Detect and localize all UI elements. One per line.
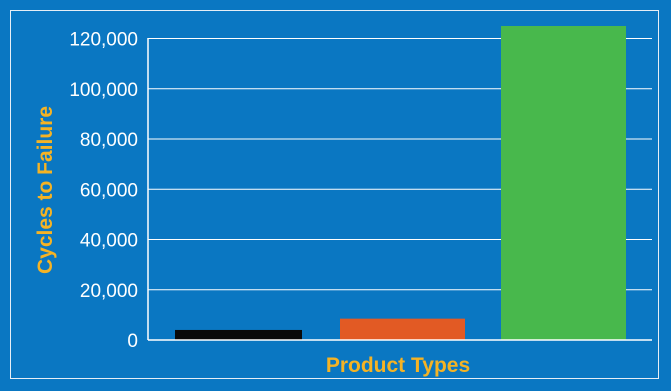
y-tick-label: 60,000 bbox=[80, 180, 138, 201]
y-tick-label: 20,000 bbox=[80, 281, 138, 302]
x-axis-title: Product Types bbox=[326, 354, 470, 377]
bars bbox=[175, 26, 626, 340]
y-axis-title: Cycles to Failure bbox=[34, 106, 57, 274]
y-tick-label: 80,000 bbox=[80, 130, 138, 151]
y-tick-label: 100,000 bbox=[69, 80, 138, 101]
chart-frame bbox=[10, 10, 659, 379]
bar bbox=[501, 26, 626, 340]
bar bbox=[340, 318, 465, 340]
y-tick-label: 40,000 bbox=[80, 231, 138, 252]
y-tick-label: 120,000 bbox=[69, 30, 138, 51]
y-tick-labels: 0 20,000 40,000 60,000 80,000 100,000 120,000 bbox=[69, 30, 138, 352]
y-tick-label: 0 bbox=[127, 331, 138, 352]
bar bbox=[175, 329, 302, 340]
